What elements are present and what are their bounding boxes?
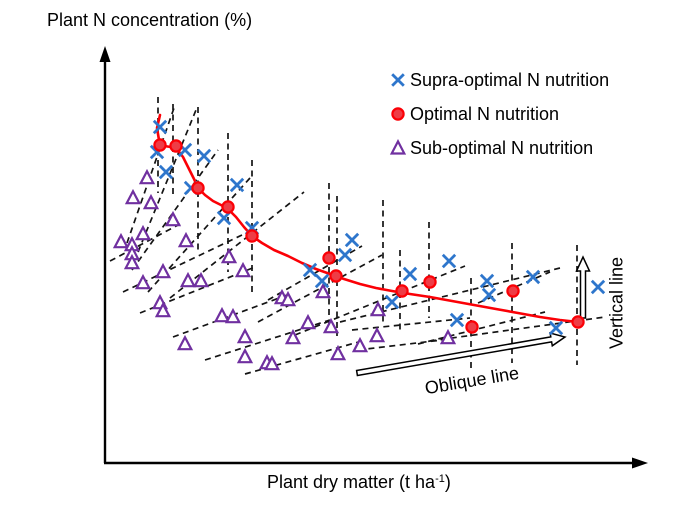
supra-optimal-point — [158, 164, 174, 180]
oblique-dashed-line — [351, 317, 471, 331]
vertical-line-label: Vertical line — [606, 256, 627, 350]
x-axis-title-superscript: -1 — [435, 473, 445, 485]
supra-optimal-point — [449, 312, 465, 328]
supra-optimal-point — [479, 273, 495, 289]
sub-optimal-point — [138, 168, 156, 185]
sub-optimal-point — [369, 300, 387, 317]
critical-n-dilution-curve — [155, 113, 580, 324]
sub-optimal-point — [279, 290, 297, 307]
sub-optimal-point — [176, 334, 194, 351]
oblique-dashed-line — [137, 109, 197, 253]
oblique-dashed-line — [131, 149, 219, 271]
legend-item-supra-optimal: Supra-optimal N nutrition — [388, 63, 609, 97]
optimal-point — [169, 139, 183, 153]
x-axis-arrowhead — [632, 457, 648, 469]
oblique-dashed-line — [257, 254, 383, 323]
sub-optimal-point — [134, 224, 152, 241]
optimal-point — [395, 284, 409, 298]
oblique-dashed-line — [169, 191, 305, 299]
optimal-point — [329, 269, 343, 283]
supra-optimal-point — [196, 148, 212, 164]
sub-optimal-point — [236, 327, 254, 344]
sub-optimal-point — [179, 271, 197, 288]
sub-optimal-point — [154, 262, 172, 279]
sub-optimal-point — [154, 301, 172, 318]
supra-optimal-point — [216, 210, 232, 226]
open-triangle-marker-icon — [389, 139, 407, 155]
supra-optimal-point — [384, 294, 400, 310]
sub-optimal-point — [134, 273, 152, 290]
oblique-dashed-line — [357, 339, 443, 351]
y-axis-title: Plant N concentration (%) — [47, 10, 253, 30]
sub-optimal-point — [299, 313, 317, 330]
sub-optimal-point — [439, 328, 457, 345]
optimal-point — [191, 181, 205, 195]
supra-optimal-point — [590, 279, 606, 295]
oblique-dashed-line — [109, 223, 181, 262]
legend: Supra-optimal N nutrition Optimal N nutr… — [388, 63, 609, 165]
sub-optimal-point — [224, 307, 242, 324]
sub-optimal-point — [236, 347, 254, 364]
sub-optimal-point — [220, 247, 238, 264]
y-axis-arrowhead — [99, 46, 111, 62]
optimal-point — [245, 229, 259, 243]
supra-optimal-point — [441, 253, 457, 269]
optimal-point — [322, 251, 336, 265]
optimal-point — [153, 138, 167, 152]
x-axis-title: Plant dry matter (t ha-1) — [267, 472, 451, 493]
oblique-dashed-line — [294, 265, 466, 336]
oblique-line-arrow — [355, 331, 567, 377]
supra-optimal-point — [314, 273, 330, 289]
sub-optimal-point — [142, 193, 160, 210]
sub-optimal-point — [177, 231, 195, 248]
sub-optimal-point — [263, 354, 281, 371]
supra-optimal-point — [152, 119, 168, 135]
x-axis-title-close: ) — [444, 472, 451, 492]
legend-item-sub-optimal: Sub-optimal N nutrition — [388, 131, 609, 165]
supra-optimal-point — [481, 287, 497, 303]
sub-optimal-point — [124, 188, 142, 205]
supra-optimal-point — [402, 266, 418, 282]
supra-optimal-point — [548, 320, 564, 336]
sub-optimal-point — [329, 344, 347, 361]
optimal-point — [221, 200, 235, 214]
legend-item-optimal: Optimal N nutrition — [388, 97, 609, 131]
legend-label-supra: Supra-optimal N nutrition — [410, 69, 610, 90]
supra-optimal-point — [337, 247, 353, 263]
cross-marker-icon — [391, 73, 405, 87]
legend-label-sub: Sub-optimal N nutrition — [410, 137, 594, 158]
supra-optimal-point — [229, 177, 245, 193]
oblique-dashed-line — [267, 245, 363, 301]
vertical-line-arrow — [575, 255, 591, 319]
supra-optimal-point — [344, 232, 360, 248]
optimal-point — [571, 315, 585, 329]
legend-label-optimal: Optimal N nutrition — [410, 103, 560, 124]
sub-optimal-point — [368, 326, 386, 343]
sub-optimal-point — [351, 336, 369, 353]
supra-optimal-point — [525, 269, 541, 285]
sub-optimal-point — [112, 232, 130, 249]
oblique-dashed-line — [126, 107, 175, 244]
oblique-dashed-line — [417, 311, 546, 345]
supra-optimal-point — [302, 262, 318, 278]
optimal-point — [506, 284, 520, 298]
filled-circle-marker-icon — [391, 107, 405, 121]
sub-optimal-point — [213, 306, 231, 323]
sub-optimal-point — [192, 271, 210, 288]
sub-optimal-point — [314, 282, 332, 299]
x-axis-title-main: Plant dry matter (t ha — [267, 472, 436, 492]
sub-optimal-point — [322, 317, 340, 334]
optimal-point — [423, 275, 437, 289]
sub-optimal-point — [284, 328, 302, 345]
optimal-point — [465, 320, 479, 334]
sub-optimal-point — [123, 253, 141, 270]
sub-optimal-point — [164, 210, 182, 227]
sub-optimal-point — [234, 261, 252, 278]
